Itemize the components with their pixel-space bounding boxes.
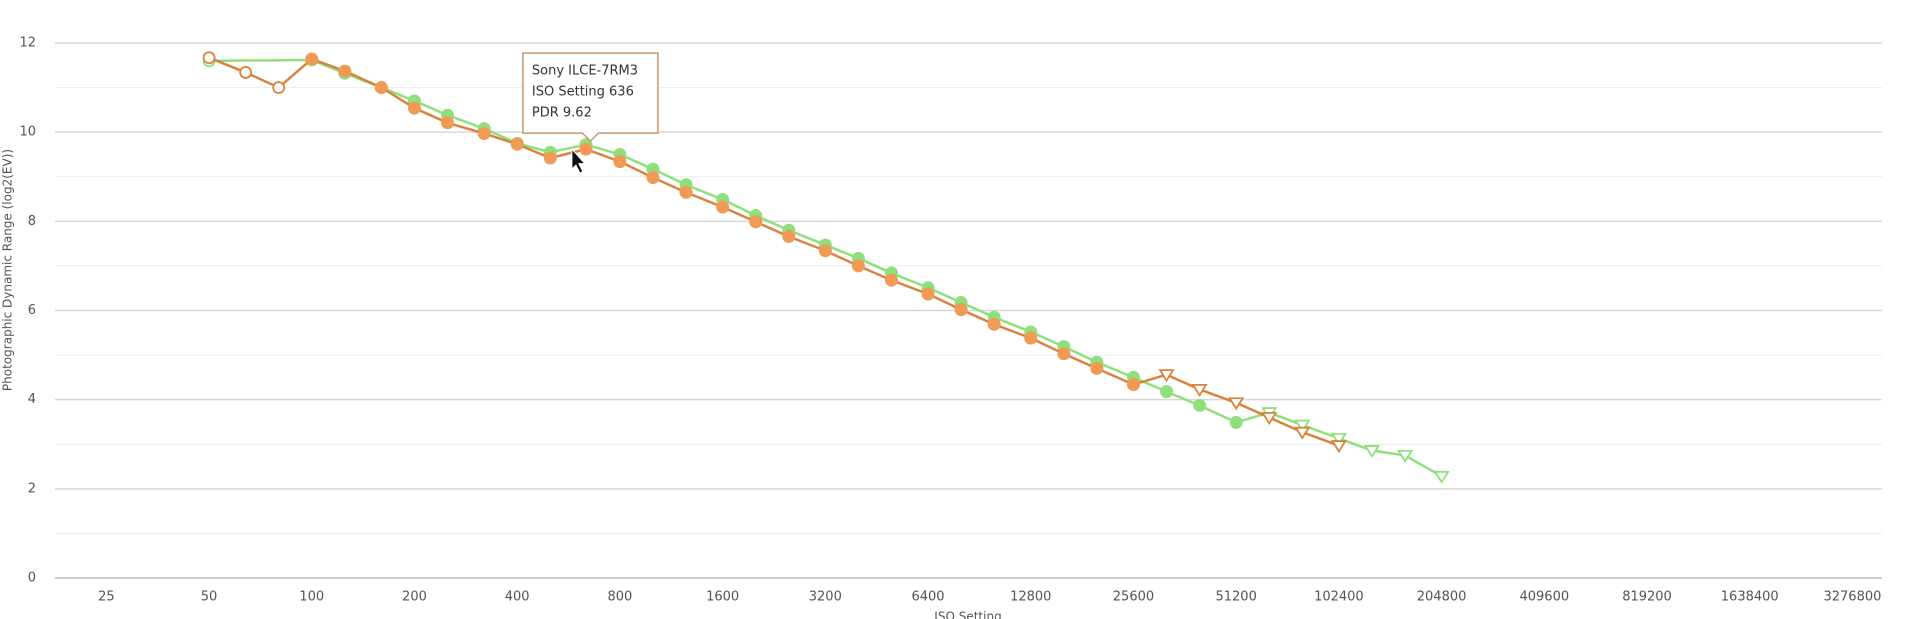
x-tick-label: 800: [607, 590, 632, 605]
series-line: [209, 58, 1443, 478]
x-tick-label: 819200: [1622, 590, 1672, 605]
x-tick-label: 50: [201, 590, 218, 605]
point-marker: [374, 81, 388, 95]
point-marker: [338, 64, 352, 78]
x-tick-label: 200: [402, 590, 427, 605]
x-tick-label: 25600: [1113, 590, 1154, 605]
x-tick-label: 3200: [809, 590, 842, 605]
x-tick-label: 102400: [1314, 590, 1364, 605]
tooltip-box: [522, 52, 659, 143]
point-marker: [441, 116, 455, 130]
point-marker: [851, 259, 865, 273]
point-marker: [679, 185, 693, 199]
x-tick-label: 6400: [911, 590, 944, 605]
grid: [55, 42, 1882, 579]
y-axis-title: Photographic Dynamic Range (log2(EV)): [1, 149, 15, 391]
point-marker: [579, 142, 593, 156]
point-marker: [1160, 385, 1174, 399]
point-marker: [477, 127, 491, 141]
y-tick-label: 4: [28, 392, 36, 407]
point-marker: [1126, 378, 1140, 392]
x-tick-label: 51200: [1215, 590, 1256, 605]
point-marker: [407, 101, 421, 115]
point-marker: [1024, 331, 1038, 345]
x-axis-title: ISO Setting: [934, 610, 1001, 619]
point-marker: [987, 317, 1001, 331]
x-tick-label: 204800: [1417, 590, 1467, 605]
point-marker: [1396, 449, 1414, 463]
x-tick-label: 3276800: [1823, 590, 1881, 605]
y-tick-label: 10: [19, 125, 36, 140]
point-marker: [1294, 426, 1311, 440]
x-tick-label: 400: [505, 590, 530, 605]
point-marker: [613, 155, 627, 169]
y-tick-label: 0: [28, 571, 36, 586]
point-marker: [1090, 361, 1104, 375]
point-marker: [1433, 470, 1450, 484]
point-marker: [1294, 419, 1311, 433]
x-tick-label: 1600: [706, 590, 739, 605]
y-tick-label: 12: [19, 36, 36, 51]
point-marker: [202, 51, 216, 65]
point-marker: [543, 151, 557, 165]
y-tick-label: 2: [28, 481, 36, 496]
x-tick-label: 25: [98, 590, 115, 605]
point-marker: [305, 52, 319, 66]
point-marker: [510, 137, 524, 151]
point-marker: [749, 215, 763, 229]
series: [202, 53, 1450, 484]
point-marker: [716, 200, 730, 214]
x-tick-label: 12800: [1010, 590, 1051, 605]
x-tick-label: 1638400: [1721, 590, 1779, 605]
point-marker: [1330, 440, 1348, 454]
point-marker: [782, 229, 796, 243]
point-marker: [1228, 397, 1245, 411]
point-marker: [1193, 398, 1207, 412]
point-marker: [1261, 412, 1278, 426]
point-marker: [921, 287, 935, 301]
y-tick-label: 8: [28, 214, 36, 229]
point-marker: [1330, 433, 1348, 447]
point-marker: [818, 244, 832, 258]
point-marker: [646, 171, 660, 185]
cursor: [571, 147, 587, 174]
point-marker: [239, 66, 253, 79]
y-tick-label: 6: [28, 303, 36, 318]
point-marker: [1363, 445, 1381, 459]
point-marker: [272, 81, 286, 94]
x-tick-label: 100: [299, 590, 324, 605]
point-marker: [884, 273, 898, 287]
series: [202, 51, 1348, 454]
point-marker: [1229, 415, 1243, 429]
tooltip-line: Sony ILCE-7RM3: [532, 64, 638, 79]
point-marker: [1191, 383, 1208, 397]
tooltip-line: PDR 9.62: [532, 106, 592, 121]
point-marker: [1158, 369, 1175, 383]
point-marker: [1057, 347, 1071, 361]
x-tick-label: 409600: [1519, 590, 1569, 605]
tooltip-line: ISO Setting 636: [532, 85, 634, 100]
point-marker: [954, 303, 968, 317]
tooltip: Sony ILCE-7RM3 ISO Setting 636 PDR 9.62: [522, 52, 659, 174]
series-line: [208, 56, 1340, 447]
